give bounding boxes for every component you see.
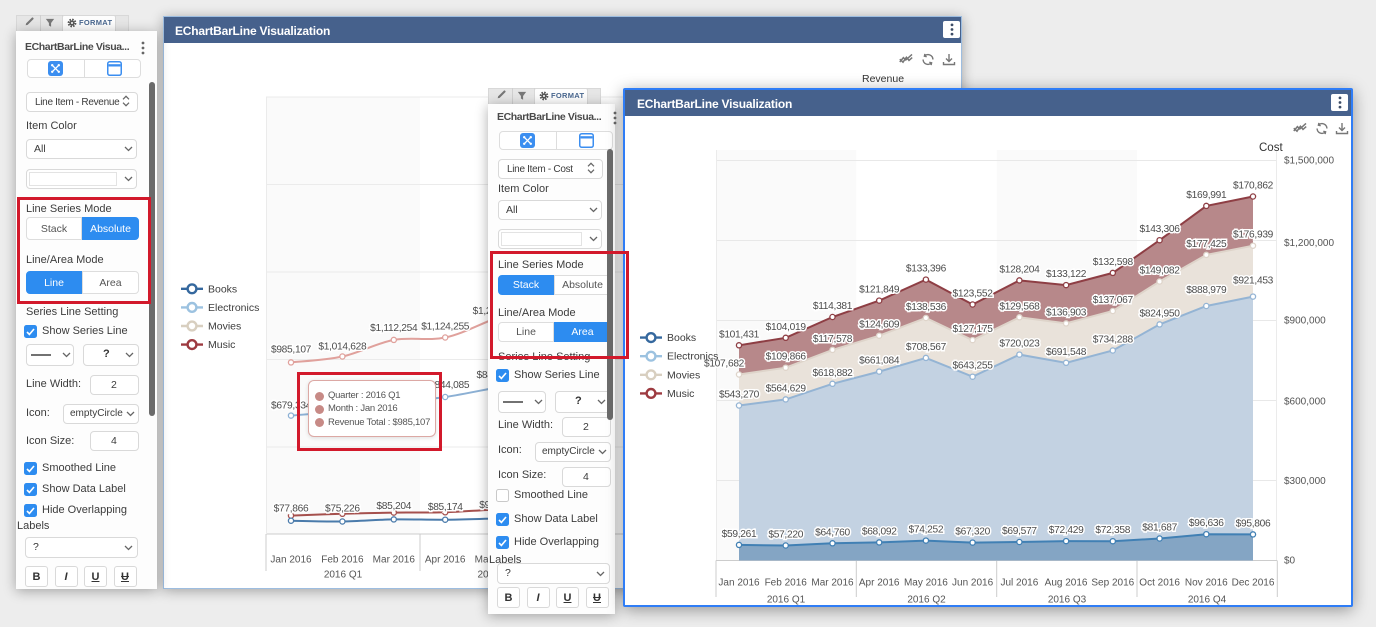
svg-text:Movies: Movies <box>667 369 700 381</box>
svg-text:$643,255: $643,255 <box>953 361 994 372</box>
svg-text:$64,760: $64,760 <box>815 527 850 538</box>
svg-text:$691,548: $691,548 <box>1046 347 1087 358</box>
svg-text:$1,200,000: $1,200,000 <box>1284 238 1334 249</box>
svg-text:$720,023: $720,023 <box>999 339 1040 350</box>
svg-text:Music: Music <box>208 339 235 351</box>
svg-text:$1,124,255: $1,124,255 <box>421 322 470 333</box>
svg-text:$59,261: $59,261 <box>722 529 757 540</box>
svg-text:2016 Q3: 2016 Q3 <box>1048 595 1087 606</box>
svg-text:2016 Q1: 2016 Q1 <box>324 570 363 581</box>
svg-text:Nov 2016: Nov 2016 <box>1185 578 1228 589</box>
svg-text:$0: $0 <box>1284 556 1296 567</box>
svg-text:Mar 2016: Mar 2016 <box>811 578 854 589</box>
svg-text:$708,567: $708,567 <box>906 342 947 353</box>
svg-text:$74,252: $74,252 <box>909 525 944 536</box>
svg-text:Electronics: Electronics <box>667 351 718 363</box>
svg-text:$300,000: $300,000 <box>1284 476 1326 487</box>
svg-text:Music: Music <box>667 388 694 400</box>
svg-text:$67,320: $67,320 <box>955 527 990 538</box>
svg-text:2016 Q2: 2016 Q2 <box>907 595 946 606</box>
svg-text:$137,067: $137,067 <box>1093 295 1134 306</box>
svg-text:Jul 2016: Jul 2016 <box>1000 578 1038 589</box>
svg-text:Electronics: Electronics <box>208 302 259 314</box>
svg-text:Aug 2016: Aug 2016 <box>1045 578 1088 589</box>
svg-text:$133,396: $133,396 <box>906 264 947 275</box>
svg-text:Cost: Cost <box>1259 142 1283 154</box>
svg-text:Feb 2016: Feb 2016 <box>321 555 364 566</box>
svg-text:$600,000: $600,000 <box>1284 396 1326 407</box>
svg-text:$734,288: $734,288 <box>1093 335 1134 346</box>
svg-text:$133,122: $133,122 <box>1046 269 1087 280</box>
svg-text:$72,358: $72,358 <box>1095 525 1130 536</box>
svg-text:$679,334: $679,334 <box>271 401 312 412</box>
svg-text:$95,806: $95,806 <box>1236 518 1271 529</box>
svg-text:$1,500,000: $1,500,000 <box>1284 156 1334 167</box>
svg-text:$564,629: $564,629 <box>766 383 807 394</box>
svg-text:$132,598: $132,598 <box>1093 257 1134 268</box>
svg-text:Apr 2016: Apr 2016 <box>859 578 900 589</box>
svg-text:Mar 2016: Mar 2016 <box>373 555 416 566</box>
svg-text:$127,175: $127,175 <box>953 324 994 335</box>
svg-text:$900,000: $900,000 <box>1284 316 1326 327</box>
svg-text:$129,568: $129,568 <box>999 301 1040 312</box>
svg-text:$114,381: $114,381 <box>813 301 853 312</box>
svg-text:$618,882: $618,882 <box>812 368 853 379</box>
svg-text:$170,862: $170,862 <box>1233 181 1274 192</box>
svg-text:$75,226: $75,226 <box>325 504 360 515</box>
svg-text:2016 Q1: 2016 Q1 <box>767 595 806 606</box>
svg-text:$121,849: $121,849 <box>859 285 900 296</box>
svg-text:Jan 2016: Jan 2016 <box>270 555 312 566</box>
svg-text:Books: Books <box>667 332 696 344</box>
svg-text:$124,609: $124,609 <box>859 320 900 331</box>
svg-text:$177,425: $177,425 <box>1186 239 1227 250</box>
svg-text:$985,107: $985,107 <box>271 345 312 356</box>
svg-text:$176,939: $176,939 <box>1233 230 1274 241</box>
svg-text:Oct 2016: Oct 2016 <box>1139 578 1180 589</box>
svg-text:$104,019: $104,019 <box>766 322 807 333</box>
svg-text:$138,536: $138,536 <box>906 302 947 313</box>
svg-text:$77,866: $77,866 <box>274 504 309 515</box>
svg-text:$136,903: $136,903 <box>1046 307 1087 318</box>
svg-text:$101,431: $101,431 <box>719 329 760 340</box>
svg-text:$661,084: $661,084 <box>859 356 900 367</box>
svg-text:$143,306: $143,306 <box>1140 224 1181 235</box>
svg-text:$1,112,254: $1,112,254 <box>370 323 418 334</box>
svg-text:Dec 2016: Dec 2016 <box>1232 578 1275 589</box>
svg-text:$169,991: $169,991 <box>1186 190 1227 201</box>
svg-text:$123,552: $123,552 <box>953 289 994 300</box>
svg-text:$128,204: $128,204 <box>999 264 1040 275</box>
svg-text:$85,174: $85,174 <box>428 502 463 513</box>
svg-text:$1,014,628: $1,014,628 <box>318 342 367 353</box>
svg-text:$888,979: $888,979 <box>1186 285 1227 296</box>
svg-text:Revenue: Revenue <box>862 73 904 85</box>
svg-text:Jan 2016: Jan 2016 <box>718 578 760 589</box>
svg-text:May 2016: May 2016 <box>904 578 948 589</box>
svg-text:Books: Books <box>208 283 237 295</box>
svg-text:$149,082: $149,082 <box>1140 266 1181 277</box>
svg-text:$85,204: $85,204 <box>376 501 411 512</box>
svg-text:$824,950: $824,950 <box>1140 308 1181 319</box>
svg-text:$69,577: $69,577 <box>1002 526 1037 537</box>
svg-text:$543,270: $543,270 <box>719 390 760 401</box>
svg-text:Feb 2016: Feb 2016 <box>765 578 808 589</box>
svg-text:$81,687: $81,687 <box>1142 523 1177 534</box>
svg-text:$107,682: $107,682 <box>704 359 745 370</box>
svg-text:Jun 2016: Jun 2016 <box>952 578 994 589</box>
svg-text:Apr 2016: Apr 2016 <box>425 555 466 566</box>
svg-text:$109,866: $109,866 <box>766 352 807 363</box>
svg-text:2016 Q4: 2016 Q4 <box>1188 595 1227 606</box>
svg-text:$921,453: $921,453 <box>1233 276 1274 287</box>
svg-text:$68,092: $68,092 <box>862 526 897 537</box>
svg-text:Movies: Movies <box>208 321 241 333</box>
svg-text:Sep 2016: Sep 2016 <box>1091 578 1134 589</box>
svg-text:$117,578: $117,578 <box>813 334 853 345</box>
svg-text:$57,220: $57,220 <box>768 530 803 541</box>
svg-text:$72,429: $72,429 <box>1049 525 1084 536</box>
svg-text:$96,636: $96,636 <box>1189 518 1224 529</box>
